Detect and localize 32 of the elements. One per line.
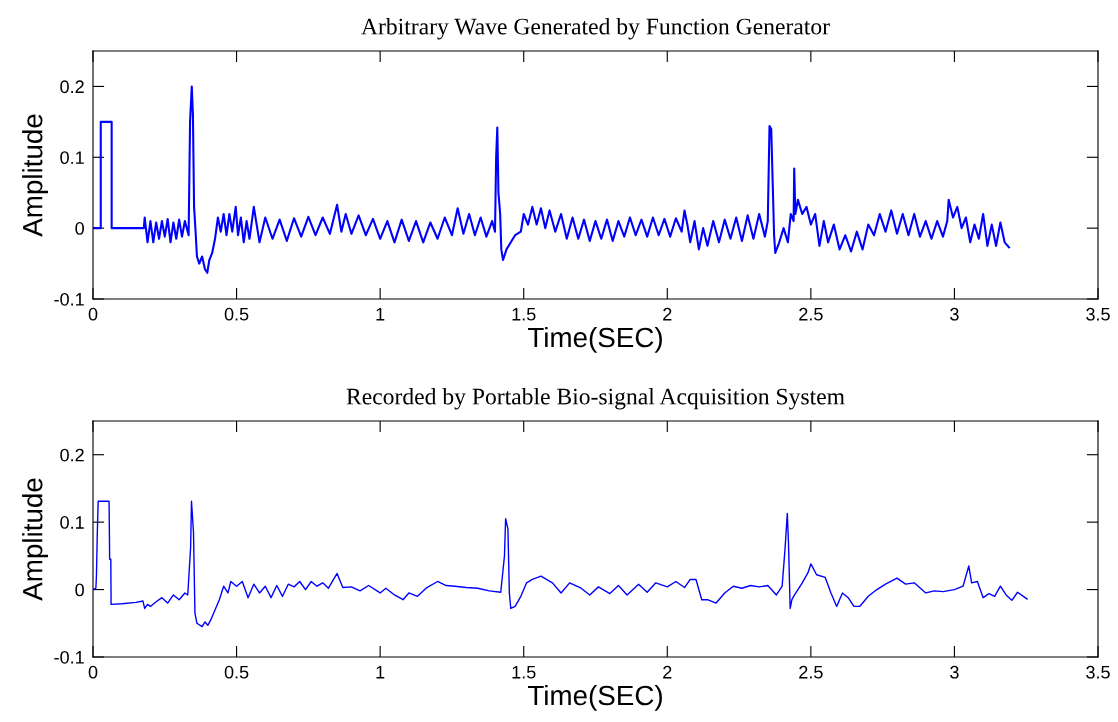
y-tick-label: 0: [75, 222, 84, 235]
x-tick-label: 2: [663, 307, 672, 321]
chart-title: Recorded by Portable Bio-signal Acquisition System: [346, 387, 845, 410]
x-tick-label: 3.5: [1086, 665, 1110, 679]
x-tick-label: 0.5: [224, 307, 249, 321]
chart-title: Arbitrary Wave Generated by Function Generator: [361, 17, 830, 40]
x-axis-title: Time(SEC): [527, 684, 662, 711]
line-series: [93, 500, 1028, 628]
x-tick-label: 2: [663, 665, 672, 679]
x-tick-label: 2.5: [799, 307, 823, 321]
x-tick-label: 3: [950, 665, 959, 679]
x-axis-title: Time(SEC): [527, 326, 662, 353]
y-tick-label: 0: [75, 583, 84, 597]
x-tick-label: 1: [376, 666, 385, 679]
x-tick-label: 3.5: [1086, 307, 1110, 321]
x-tick-label: 3: [950, 307, 959, 321]
y-axis-title: Amplitude: [22, 478, 48, 601]
x-tick-label: 1.5: [512, 308, 536, 321]
y-tick-label: -0.1: [54, 650, 84, 664]
x-tick-label: 2.5: [799, 665, 823, 679]
y-tick-label: 0.2: [60, 448, 84, 462]
y-axis-title: Amplitude: [22, 114, 48, 237]
x-tick-label: 1: [376, 308, 385, 321]
line-series: [93, 85, 1011, 274]
y-tick-label: 0.1: [60, 151, 84, 165]
y-tick-label: -0.1: [54, 292, 84, 306]
y-tick-label: 0.2: [60, 80, 84, 94]
y-tick-label: 0.1: [60, 516, 84, 529]
x-tick-label: 0.5: [224, 665, 249, 679]
x-tick-label: 1.5: [512, 666, 536, 679]
x-tick-label: 0: [88, 665, 98, 679]
x-tick-label: 0: [88, 307, 98, 321]
